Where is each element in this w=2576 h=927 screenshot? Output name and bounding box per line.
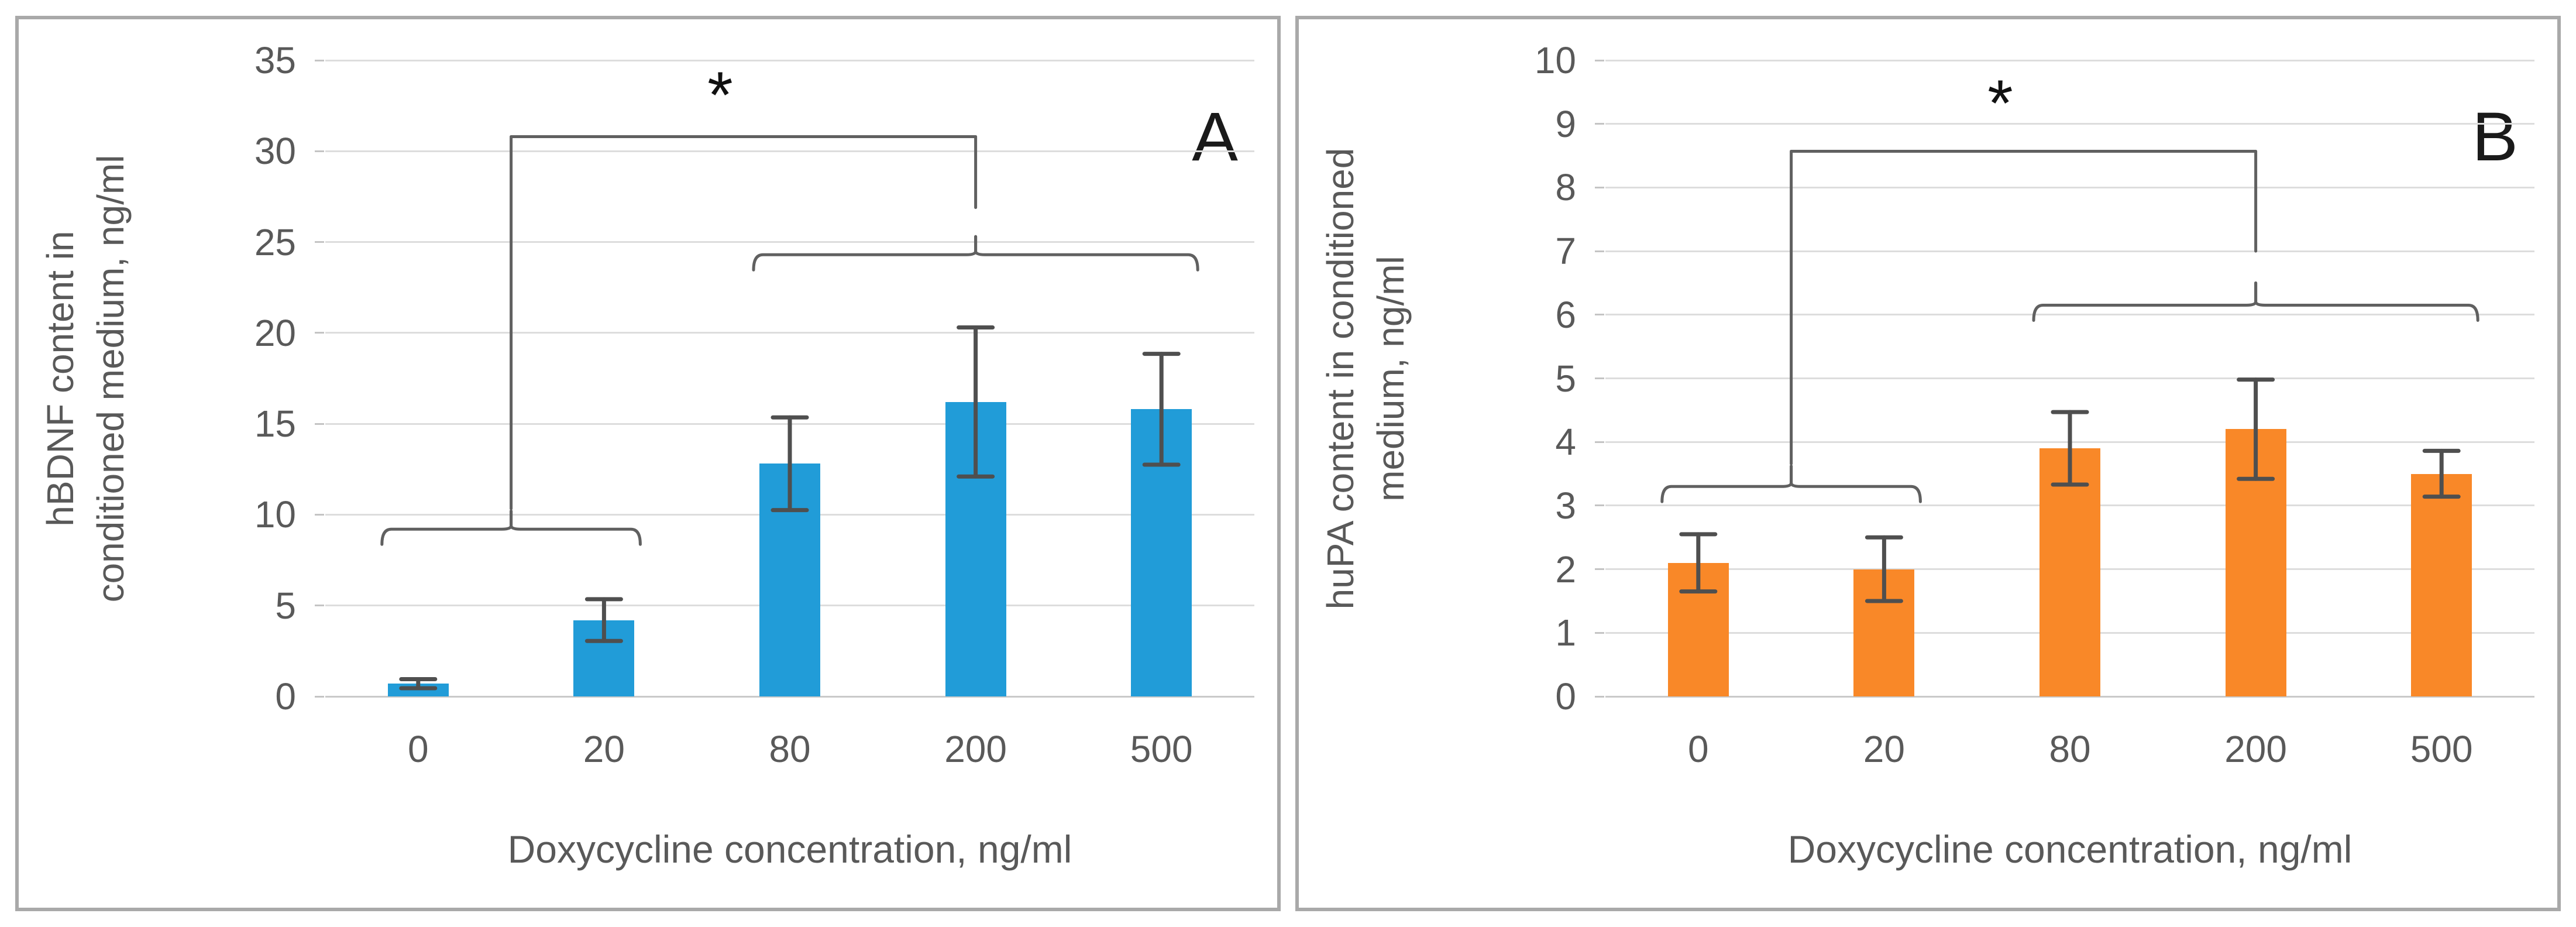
significance-asterisk: * [707, 59, 733, 132]
y-axis-tick [315, 423, 324, 425]
x-tick-label: 200 [2224, 728, 2287, 770]
y-axis-tick [1595, 568, 1604, 571]
y-tick-label: 35 [254, 39, 296, 81]
y-axis-tick [315, 513, 324, 516]
y-axis-title-line2: medium, ng/ml [1369, 255, 1412, 502]
x-tick-label: 80 [769, 728, 811, 770]
y-tick-label: 8 [1555, 166, 1576, 209]
y-tick-label: 0 [275, 675, 296, 717]
y-tick-label: 5 [1555, 357, 1576, 400]
gridline [1605, 59, 2534, 61]
significance-bracket-low [1790, 465, 1922, 503]
y-axis-tick [315, 695, 324, 698]
y-tick-label: 10 [1534, 39, 1576, 81]
y-axis-title-line1: huPA content in conditioned [1319, 147, 1361, 609]
significance-asterisk: * [1987, 67, 2013, 140]
y-axis-tick [1595, 186, 1604, 188]
gridline [325, 59, 1254, 61]
y-tick-label: 4 [1555, 421, 1576, 464]
x-axis-title: Doxycycline concentration, ng/ml [507, 828, 1072, 871]
panel-letter: B [2472, 98, 2518, 176]
gridline [1605, 441, 2534, 443]
x-tick-label: 500 [2410, 728, 2473, 770]
bar-20 [573, 620, 635, 696]
significance-bracket-low [510, 509, 642, 546]
gridline [325, 241, 1254, 243]
y-tick-label: 5 [275, 584, 296, 627]
x-axis-line [325, 695, 1254, 698]
x-tick-label: 20 [1863, 728, 1905, 770]
panel-b: huPA content in conditioned medium, ng/m… [1295, 16, 2561, 911]
y-axis-tick [1595, 441, 1604, 443]
y-axis-title-line2: conditioned medium, ng/ml [89, 154, 132, 602]
y-tick-label: 10 [254, 493, 296, 536]
y-axis-tick [1595, 314, 1604, 316]
annotations-layer [1660, 149, 2479, 603]
y-axis-tick [315, 150, 324, 152]
y-axis-tick [1595, 504, 1604, 507]
bar-500 [2411, 473, 2472, 696]
gridline [1605, 123, 2534, 125]
x-axis-line [1605, 695, 2534, 698]
gridline [1605, 186, 2534, 188]
bar-80 [2040, 448, 2100, 696]
y-axis-title: hBDNF content in conditioned medium, ng/… [36, 0, 153, 759]
gridline [1605, 377, 2534, 379]
bar-80 [759, 464, 820, 696]
bar-200 [2225, 429, 2286, 696]
y-tick-label: 25 [254, 221, 296, 263]
significance-bracket-low [1660, 465, 1793, 503]
y-tick-label: 9 [1555, 102, 1576, 145]
y-axis-tick [1595, 377, 1604, 379]
significance-connector [510, 135, 978, 510]
y-axis-tick [315, 605, 324, 607]
y-axis-title: huPA content in conditioned medium, ng/m… [1316, 0, 1433, 759]
significance-connector [1790, 149, 2258, 466]
y-axis-tick [1595, 250, 1604, 252]
bar-0 [387, 684, 449, 696]
y-tick-label: 2 [1555, 548, 1576, 590]
y-tick-label: 7 [1555, 230, 1576, 273]
y-axis-tick [315, 59, 324, 61]
significance-bracket-low [380, 509, 513, 546]
panel-a: hBDNF content in conditioned medium, ng/… [15, 16, 1281, 911]
y-tick-label: 0 [1555, 675, 1576, 717]
y-tick-label: 30 [254, 130, 296, 173]
panel-letter: A [1192, 98, 1238, 176]
panel-a-plot-region: hBDNF content in conditioned medium, ng/… [15, 16, 1281, 911]
gridline [325, 423, 1254, 425]
x-tick-label: 80 [2049, 728, 2091, 770]
y-tick-label: 3 [1555, 484, 1576, 527]
y-tick-label: 15 [254, 403, 296, 445]
x-axis-title: Doxycycline concentration, ng/ml [1787, 828, 2353, 871]
y-axis-tick [1595, 59, 1604, 61]
y-tick-label: 1 [1555, 612, 1576, 654]
x-tick-label: 0 [408, 728, 429, 770]
bar-200 [945, 401, 1006, 696]
gridline [325, 332, 1254, 334]
y-axis-tick [315, 241, 324, 243]
y-axis-tick [1595, 631, 1604, 634]
y-tick-label: 20 [254, 311, 296, 354]
x-tick-label: 20 [583, 728, 625, 770]
y-axis-tick [1595, 695, 1604, 698]
gridline [325, 150, 1254, 152]
x-tick-label: 200 [944, 728, 1007, 770]
y-axis-title-line1: hBDNF content in [39, 230, 81, 527]
y-axis-tick [1595, 123, 1604, 125]
x-tick-label: 0 [1688, 728, 1709, 770]
y-axis-tick [315, 332, 324, 334]
gridline [1605, 314, 2534, 316]
bar-20 [1853, 569, 1915, 696]
panel-b-plot-region: huPA content in conditioned medium, ng/m… [1295, 16, 2561, 911]
bar-0 [1667, 562, 1729, 696]
bar-500 [1131, 409, 1192, 696]
x-tick-label: 500 [1130, 728, 1193, 770]
y-tick-label: 6 [1555, 293, 1576, 336]
gridline [1605, 250, 2534, 252]
